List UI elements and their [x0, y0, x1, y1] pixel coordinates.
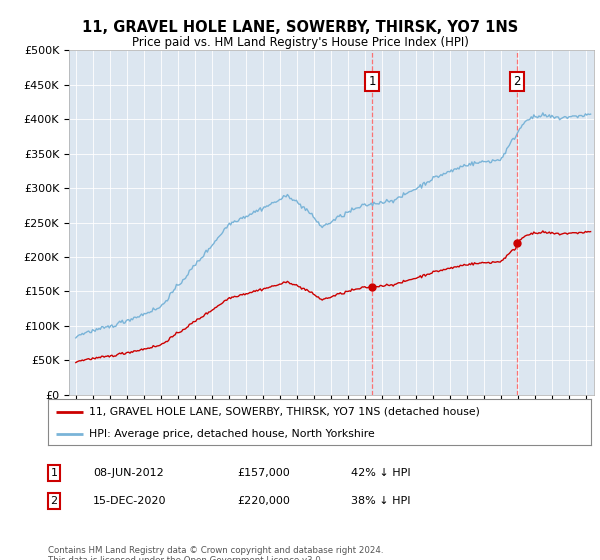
Text: 15-DEC-2020: 15-DEC-2020 — [93, 496, 167, 506]
Text: HPI: Average price, detached house, North Yorkshire: HPI: Average price, detached house, Nort… — [89, 429, 374, 438]
Text: 2: 2 — [50, 496, 58, 506]
Text: Price paid vs. HM Land Registry's House Price Index (HPI): Price paid vs. HM Land Registry's House … — [131, 36, 469, 49]
Text: £157,000: £157,000 — [237, 468, 290, 478]
Text: 11, GRAVEL HOLE LANE, SOWERBY, THIRSK, YO7 1NS (detached house): 11, GRAVEL HOLE LANE, SOWERBY, THIRSK, Y… — [89, 407, 479, 417]
Text: 1: 1 — [50, 468, 58, 478]
Text: 38% ↓ HPI: 38% ↓ HPI — [351, 496, 410, 506]
Text: 2: 2 — [513, 75, 521, 88]
Text: 42% ↓ HPI: 42% ↓ HPI — [351, 468, 410, 478]
Text: £220,000: £220,000 — [237, 496, 290, 506]
Text: 08-JUN-2012: 08-JUN-2012 — [93, 468, 164, 478]
Text: Contains HM Land Registry data © Crown copyright and database right 2024.
This d: Contains HM Land Registry data © Crown c… — [48, 546, 383, 560]
Text: 1: 1 — [368, 75, 376, 88]
Text: 11, GRAVEL HOLE LANE, SOWERBY, THIRSK, YO7 1NS: 11, GRAVEL HOLE LANE, SOWERBY, THIRSK, Y… — [82, 20, 518, 35]
